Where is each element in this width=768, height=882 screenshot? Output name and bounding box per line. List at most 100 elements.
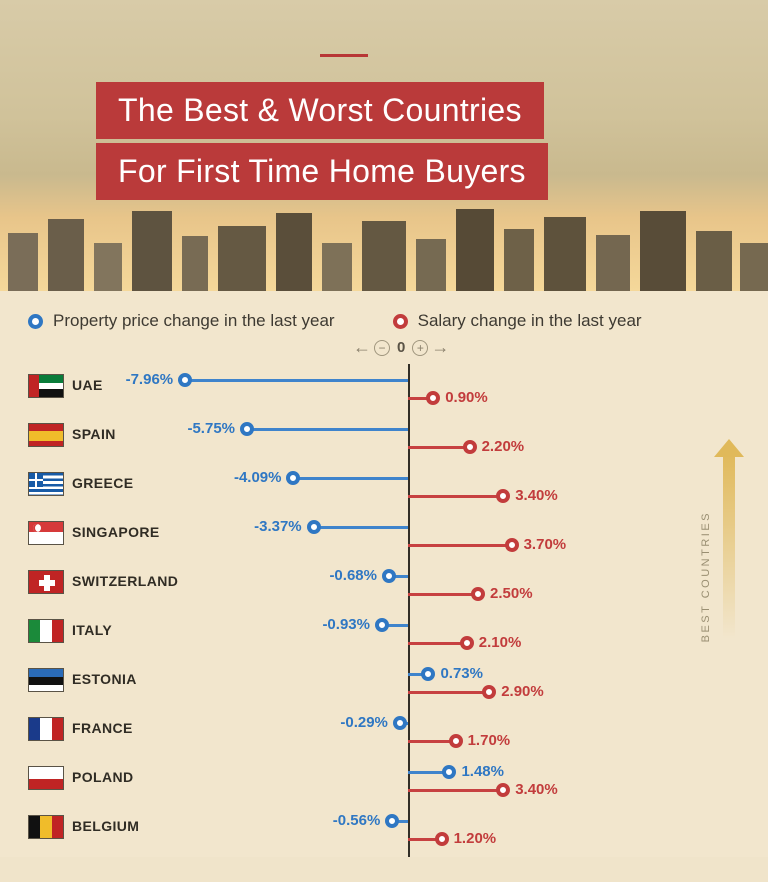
property-value: -3.37%	[254, 518, 302, 535]
axis-zero-label: 0	[397, 339, 405, 356]
flag-icon	[28, 570, 64, 594]
country-label: SPAIN	[72, 426, 116, 442]
salary-bar	[408, 642, 467, 645]
flag-icon	[28, 815, 64, 839]
flag-icon	[28, 374, 64, 398]
title-line-1: The Best & Worst Countries	[96, 82, 544, 139]
flag-icon	[28, 717, 64, 741]
property-bar	[293, 477, 408, 480]
flag-icon	[28, 668, 64, 692]
salary-marker	[496, 783, 510, 797]
chart-row: FRANCE -0.29% 1.70%	[0, 710, 768, 759]
chart-row: SINGAPORE -3.37% 3.70%	[0, 514, 768, 563]
salary-marker	[449, 734, 463, 748]
property-marker	[421, 667, 435, 681]
chart-row: SWITZERLAND -0.68% 2.50%	[0, 563, 768, 612]
country-label: ITALY	[72, 622, 112, 638]
property-marker	[385, 814, 399, 828]
salary-bar	[408, 446, 470, 449]
salary-value: 2.90%	[501, 683, 544, 700]
salary-marker	[435, 832, 449, 846]
property-value: -0.56%	[333, 812, 381, 829]
flag-icon	[28, 423, 64, 447]
title-block: The Best & Worst Countries For First Tim…	[96, 82, 548, 204]
country-label: ESTONIA	[72, 671, 137, 687]
chart-row: POLAND1.48%3.40%	[0, 759, 768, 808]
salary-marker	[426, 391, 440, 405]
plus-icon: +	[412, 340, 428, 356]
flag-icon	[28, 619, 64, 643]
legend-marker-salary	[393, 314, 408, 329]
property-marker	[240, 422, 254, 436]
property-marker	[393, 716, 407, 730]
accent-line	[320, 54, 368, 57]
legend-label-salary: Salary change in the last year	[418, 311, 642, 331]
salary-marker	[471, 587, 485, 601]
salary-marker	[496, 489, 510, 503]
salary-value: 2.20%	[482, 438, 525, 455]
chart-row: GREECE -4.09% 3.40%	[0, 465, 768, 514]
chart-row: UAE -7.96% 0.90%	[0, 367, 768, 416]
best-countries-arrow-icon	[714, 439, 744, 639]
flag-icon	[28, 521, 64, 545]
property-value: 0.73%	[440, 665, 483, 682]
property-value: -0.93%	[322, 616, 370, 633]
salary-bar	[408, 495, 503, 498]
salary-marker	[460, 636, 474, 650]
salary-value: 0.90%	[445, 389, 488, 406]
best-countries-label: BEST COUNTRIES	[700, 511, 712, 642]
skyline-graphic	[0, 203, 768, 291]
salary-value: 2.50%	[490, 585, 533, 602]
property-value: -7.96%	[126, 371, 174, 388]
salary-marker	[505, 538, 519, 552]
country-label: FRANCE	[72, 720, 133, 736]
country-label: SWITZERLAND	[72, 573, 178, 589]
header-section: The Best & Worst Countries For First Tim…	[0, 0, 768, 291]
salary-value: 1.70%	[468, 732, 511, 749]
country-label: GREECE	[72, 475, 134, 491]
flag-icon	[28, 766, 64, 790]
property-marker	[286, 471, 300, 485]
salary-bar	[408, 593, 478, 596]
flag-icon	[28, 472, 64, 496]
property-bar	[314, 526, 408, 529]
property-marker	[442, 765, 456, 779]
salary-bar	[408, 691, 489, 694]
chart-row: ITALY -0.93% 2.10%	[0, 612, 768, 661]
property-bar	[185, 379, 408, 382]
property-value: -4.09%	[234, 469, 282, 486]
title-line-2: For First Time Home Buyers	[96, 143, 548, 200]
country-label: BELGIUM	[72, 818, 139, 834]
arrow-left-icon: ←	[353, 337, 371, 358]
legend-label-property: Property price change in the last year	[53, 311, 335, 331]
property-value: -5.75%	[187, 420, 235, 437]
salary-marker	[463, 440, 477, 454]
salary-value: 2.10%	[479, 634, 522, 651]
salary-value: 1.20%	[454, 830, 497, 847]
property-value: 1.48%	[461, 763, 504, 780]
chart-body: UAE -7.96% 0.90% SPAIN -5.75% 2.20% GREECE -4.0…	[0, 367, 768, 857]
property-marker	[375, 618, 389, 632]
property-marker	[178, 373, 192, 387]
property-value: -0.68%	[329, 567, 377, 584]
property-marker	[382, 569, 396, 583]
chart-row: SPAIN -5.75% 2.20%	[0, 416, 768, 465]
salary-value: 3.40%	[515, 781, 558, 798]
salary-bar	[408, 544, 512, 547]
salary-value: 3.70%	[524, 536, 567, 553]
salary-bar	[408, 789, 503, 792]
chart-row: BELGIUM -0.56% 1.20%	[0, 808, 768, 857]
chart-row: ESTONIA 0.73% 2.90%	[0, 661, 768, 710]
axis-indicator: ← − 0 + →	[353, 337, 449, 358]
chart-section: Property price change in the last year S…	[0, 291, 768, 857]
property-value: -0.29%	[340, 714, 388, 731]
salary-value: 3.40%	[515, 487, 558, 504]
salary-marker	[482, 685, 496, 699]
minus-icon: −	[374, 340, 390, 356]
country-label: UAE	[72, 377, 103, 393]
legend-marker-property	[28, 314, 43, 329]
property-bar	[247, 428, 408, 431]
legend-property: Property price change in the last year	[28, 311, 335, 331]
country-label: SINGAPORE	[72, 524, 160, 540]
legend-salary: Salary change in the last year	[393, 311, 642, 331]
